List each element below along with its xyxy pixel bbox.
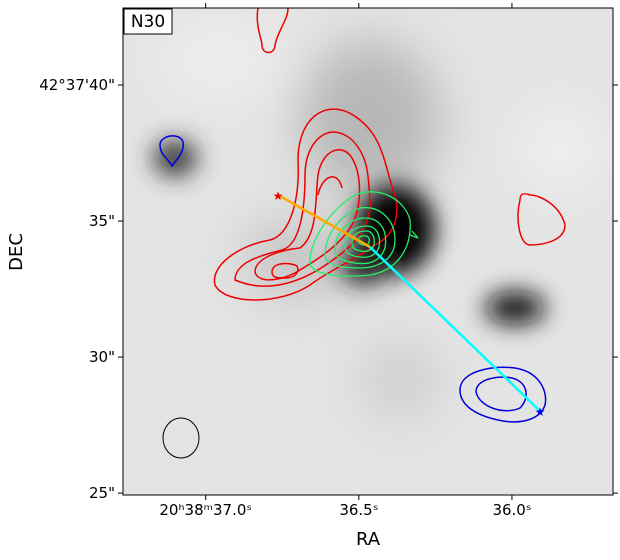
svg-text:★: ★: [273, 189, 284, 203]
x-tick-label: 36.0ˢ: [492, 501, 531, 519]
plot-frame: [122, 7, 614, 496]
svg-text:★: ★: [535, 405, 546, 419]
label-box: [123, 8, 173, 35]
y-tick-label: 42°37'40": [39, 76, 115, 94]
y-axis-label: DEC: [6, 233, 27, 271]
y-tick-label: 30": [89, 348, 115, 366]
image: ★ ★: [123, 8, 613, 495]
y-tick-label: 25": [89, 484, 115, 502]
panel-label: N30: [131, 12, 165, 32]
y-tick-label: 35": [89, 212, 115, 230]
x-tick-label: 20ʰ38ᵐ37.0ˢ: [159, 501, 252, 519]
x-tick-label: 36.5ˢ: [339, 501, 378, 519]
x-axis-label: RA: [356, 529, 381, 550]
